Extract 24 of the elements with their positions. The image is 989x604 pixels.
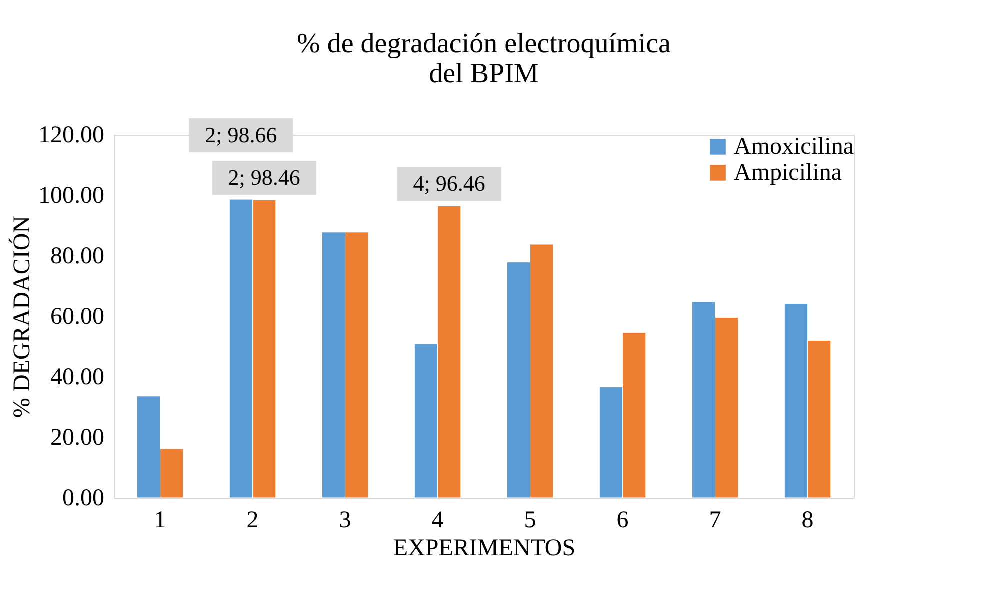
x-tick-label: 7	[709, 508, 722, 534]
y-axis-title: % DEGRADACIÓN	[8, 216, 36, 418]
data-label: 2; 98.66	[205, 122, 278, 148]
y-tick-label: 120.00	[38, 122, 104, 148]
text: del BPIM	[429, 58, 539, 90]
x-axis-title: EXPERIMENTOS	[393, 536, 576, 562]
x-tick-label: 1	[154, 508, 166, 534]
legend-label: Ampicilina	[734, 160, 842, 186]
x-tick-label: 5	[524, 508, 536, 534]
y-tick-label: 20.00	[50, 425, 104, 451]
y-tick-label: 100.00	[38, 183, 104, 209]
y-tick-label: 0.00	[62, 486, 104, 512]
text: % de degradación electroquímica	[297, 28, 671, 60]
x-tick-label: 2	[246, 508, 259, 534]
data-label: 4; 96.46	[413, 171, 486, 196]
x-tick-label: 8	[802, 508, 814, 534]
y-tick-label: 40.00	[50, 364, 104, 390]
x-tick-label: 4	[432, 508, 444, 534]
legend-label: Amoxicilina	[734, 134, 854, 160]
x-tick-label: 3	[339, 508, 352, 534]
y-tick-label: 80.00	[50, 244, 104, 270]
y-tick-label: 60.00	[50, 304, 104, 330]
data-label: 2; 98.46	[228, 165, 300, 190]
x-tick-label: 6	[616, 508, 629, 534]
